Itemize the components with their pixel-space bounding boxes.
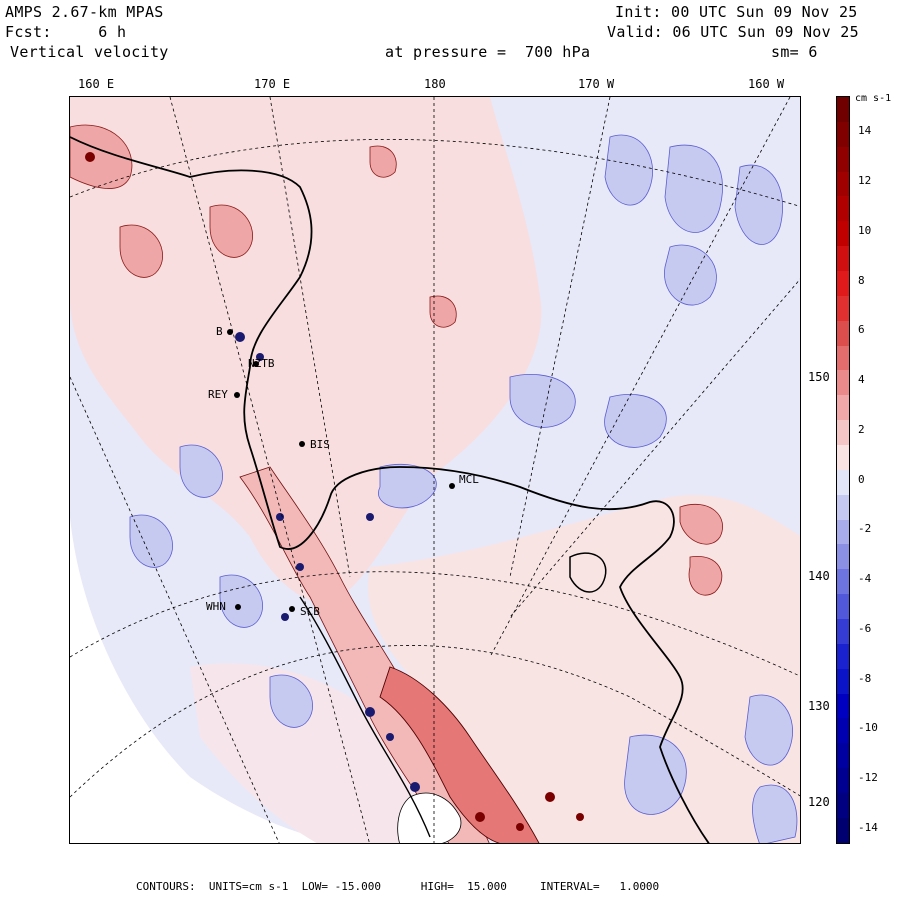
pressure-level: at pressure = 700 hPa xyxy=(385,43,591,61)
colorbar-segment xyxy=(837,345,849,371)
colorbar-tick-label: -14 xyxy=(858,820,878,834)
colorbar xyxy=(836,96,850,844)
lon-label-170w: 170 W xyxy=(578,77,615,91)
colorbar-tick-label: 14 xyxy=(858,124,872,138)
lon-label-170e: 170 E xyxy=(254,77,291,91)
intense-cells xyxy=(235,332,420,792)
colorbar-segment xyxy=(837,544,849,570)
colorbar-segment xyxy=(837,420,849,446)
contour-info: CONTOURS: UNITS=cm s-1 LOW= -15.000 HIGH… xyxy=(136,880,660,893)
pink-region xyxy=(190,663,450,843)
colorbar-tick-label: 12 xyxy=(858,174,872,188)
station-label-nztb: NZTB xyxy=(248,357,275,370)
station-markers xyxy=(227,329,455,612)
colorbar-segment xyxy=(837,445,849,470)
colorbar-units: cm s-1 xyxy=(855,93,892,104)
colorbar-segment xyxy=(837,121,849,147)
colorbar-segment xyxy=(837,469,849,495)
strong-ascent xyxy=(379,666,540,843)
colorbar-tick-label: -6 xyxy=(858,621,872,635)
coastline xyxy=(70,136,710,843)
colorbar-segment xyxy=(837,668,849,694)
colorbar-segment xyxy=(837,693,849,719)
colorbar-segment xyxy=(837,246,849,272)
mountain-front xyxy=(299,596,431,838)
station-label-bis: BIS xyxy=(310,438,330,451)
colorbar-segment xyxy=(837,97,849,122)
station-label-b: B xyxy=(216,325,223,338)
colorbar-segment xyxy=(837,718,849,744)
init-time: Init: 00 UTC Sun 09 Nov 25 xyxy=(615,3,858,21)
upward-motion-areas xyxy=(70,124,723,596)
ice-shelf-outline xyxy=(569,552,607,593)
colorbar-segment xyxy=(837,743,849,769)
colorbar-segment xyxy=(837,295,849,321)
colorbar-segment xyxy=(837,171,849,197)
colorbar-tick-label: 2 xyxy=(858,422,865,436)
colorbar-segment xyxy=(837,370,849,396)
outside-domain xyxy=(70,517,344,843)
colorbar-tick-label: 0 xyxy=(858,472,865,486)
colorbar-tick-label: -8 xyxy=(858,671,872,685)
colorbar-segment xyxy=(837,619,849,644)
station-label-rey: REY xyxy=(208,388,228,401)
map-panel[interactable]: B NZTB REY BIS MCL WHN SCB xyxy=(69,96,801,844)
smoothing-value: sm= 6 xyxy=(771,43,818,61)
colorbar-segment xyxy=(837,221,849,247)
colorbar-tick-label: -4 xyxy=(858,572,872,586)
model-title: AMPS 2.67-km MPAS xyxy=(5,3,164,21)
colorbar-tick-label: 6 xyxy=(858,323,865,337)
forecast-hour: Fcst: 6 h xyxy=(5,23,127,41)
colorbar-segment xyxy=(837,395,849,421)
lon-label-160w: 160 W xyxy=(748,77,785,91)
colorbar-tick-label: -12 xyxy=(858,770,878,784)
colorbar-segment xyxy=(837,519,849,545)
terrain-mask xyxy=(397,792,462,843)
colorbar-tick-label: 8 xyxy=(858,273,865,287)
colorbar-segment xyxy=(837,146,849,172)
vertical-velocity-map xyxy=(70,97,800,843)
colorbar-segment xyxy=(837,271,849,296)
valid-time: Valid: 06 UTC Sun 09 Nov 25 xyxy=(607,23,859,41)
lon-label-160e: 160 E xyxy=(78,77,115,91)
colorbar-segment xyxy=(837,643,849,669)
colorbar-tick-label: 4 xyxy=(858,373,865,387)
colorbar-segment xyxy=(837,817,849,843)
colorbar-segment xyxy=(837,196,849,222)
station-label-mcl: MCL xyxy=(459,473,479,486)
station-label-scb: SCB xyxy=(300,605,320,618)
colorbar-segment xyxy=(837,320,849,346)
colorbar-tick-label: 10 xyxy=(858,223,872,237)
colorbar-segment xyxy=(837,594,849,620)
station-label-whn: WHN xyxy=(206,600,226,613)
colorbar-segment xyxy=(837,793,849,818)
colorbar-segment xyxy=(837,569,849,595)
colorbar-tick-label: -2 xyxy=(858,522,872,536)
colorbar-tick-label: -10 xyxy=(858,721,878,735)
colorbar-segment xyxy=(837,494,849,520)
graticule xyxy=(70,97,800,843)
lon-label-180: 180 xyxy=(424,77,446,91)
downward-motion-areas xyxy=(129,134,798,843)
field-name: Vertical velocity xyxy=(10,43,169,61)
colorbar-segment xyxy=(837,768,849,794)
